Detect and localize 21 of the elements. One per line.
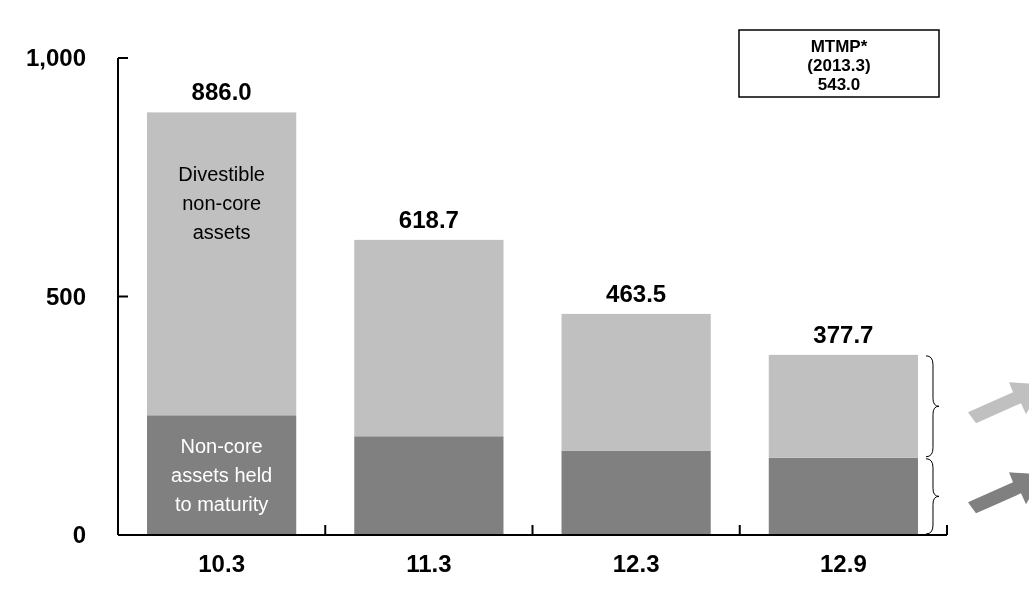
y-tick-label: 0 <box>72 521 86 548</box>
bar <box>561 450 711 535</box>
x-tick-label: 10.3 <box>198 550 245 577</box>
total-label: 886.0 <box>191 78 252 106</box>
bar <box>354 239 504 437</box>
y-tick-label: 500 <box>45 282 86 310</box>
x-tick-label: 11.3 <box>406 550 452 577</box>
x-tick-label: 12.3 <box>612 550 660 577</box>
annotation: MTMP* (2013.3) 543.0 <box>807 37 871 94</box>
bar <box>768 457 918 535</box>
series-label: Divestible non-core assets <box>178 163 265 244</box>
bar <box>768 354 918 458</box>
bar <box>147 112 297 416</box>
total-label: 463.5 <box>606 279 667 307</box>
y-tick-label: 1,000 <box>25 44 86 71</box>
x-tick-label: 12.9 <box>820 550 867 577</box>
total-label: 618.7 <box>398 205 459 233</box>
series-label: Non-core assets held to maturity <box>171 435 273 516</box>
total-label: 377.7 <box>813 320 874 348</box>
bar <box>561 313 711 451</box>
bar <box>354 436 504 535</box>
